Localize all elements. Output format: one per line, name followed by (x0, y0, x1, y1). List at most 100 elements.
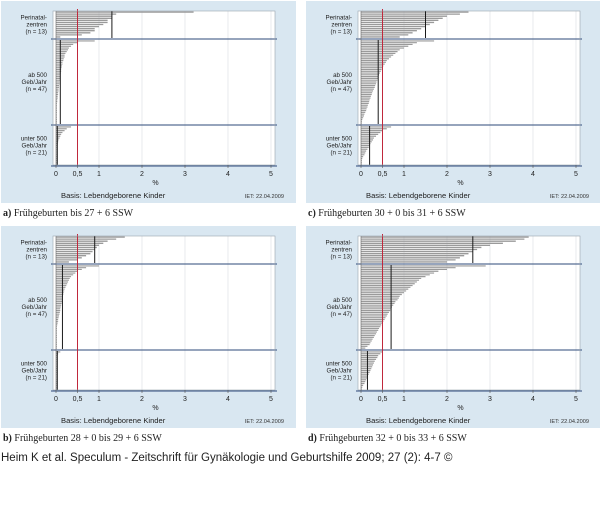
x-tick-label: 4 (226, 171, 230, 178)
chart-panel-c: Perinatal-zentren (n = 13) ab 500 Geb/Jahr(… (306, 1, 600, 203)
group-label: ab 500 (28, 297, 47, 304)
x-tick-label: 0,5 (73, 396, 83, 403)
group-label: zentren (26, 247, 47, 254)
chart-panel-b: Perinatal-zentren (n = 13) ab 500 Geb/Jahr(… (1, 226, 296, 428)
group-label: Geb/Jahr (22, 368, 47, 375)
basis-label: Basis: Lebendgeborene Kinder (61, 191, 166, 200)
group-label: Perinatal- (21, 15, 47, 22)
caption-letter-a: a) (3, 208, 12, 219)
x-tick-label: 4 (531, 396, 535, 403)
x-tick-label: 0 (359, 396, 363, 403)
group-label: Geb/Jahr (22, 143, 47, 150)
plot-border (357, 235, 581, 391)
group-label: (n = 13) (26, 254, 48, 261)
group-label: (n = 21) (26, 150, 48, 157)
group-label: Geb/Jahr (327, 143, 352, 150)
plot-border (357, 10, 581, 166)
group-label: (n = 13) (26, 29, 48, 36)
x-tick-label: 5 (269, 171, 273, 178)
group-label: Perinatal- (21, 240, 47, 247)
x-tick-label: 0 (54, 396, 58, 403)
group-label: ab 500 (28, 72, 47, 79)
chart-b: Perinatal-zentren(n = 13)ab 500Geb/Jahr(… (21, 234, 284, 425)
x-tick-label: 1 (97, 396, 101, 403)
chart-d: Perinatal-zentren(n = 13)ab 500Geb/Jahr(… (326, 234, 589, 425)
x-tick-label: 2 (445, 396, 449, 403)
date-label: IET: 22.04.2009 (245, 194, 284, 200)
x-tick-label: 5 (574, 396, 578, 403)
group-label: unter 500 (21, 361, 48, 368)
x-tick-label: 2 (140, 171, 144, 178)
x-tick-label: 3 (183, 171, 187, 178)
group-label: (n = 21) (331, 375, 353, 382)
x-tick-label: 0,5 (73, 171, 83, 178)
group-label: Geb/Jahr (327, 304, 352, 311)
group-label: Perinatal- (326, 15, 352, 22)
caption-letter-b: b) (3, 433, 12, 444)
plot-area (358, 11, 580, 165)
group-label: (n = 47) (26, 86, 48, 93)
group-label: Perinatal- (326, 240, 352, 247)
basis-label: Basis: Lebendgeborene Kinder (61, 416, 166, 425)
group-label: unter 500 (326, 361, 353, 368)
group-label: zentren (331, 247, 352, 254)
caption-letter-c: c) (308, 208, 316, 219)
group-label: Geb/Jahr (327, 79, 352, 86)
group-label: (n = 13) (331, 254, 353, 261)
x-tick-label: 5 (574, 171, 578, 178)
x-axis-label: % (457, 405, 463, 412)
caption-text-a: Frühgeburten bis 27 + 6 SSW (13, 208, 134, 219)
chart-c: Perinatal-zentren(n = 13)ab 500Geb/Jahr(… (326, 9, 589, 200)
x-tick-label: 0,5 (378, 396, 388, 403)
x-axis-label: % (152, 405, 158, 412)
group-label: unter 500 (21, 136, 48, 143)
date-label: IET: 22.04.2009 (245, 419, 284, 425)
group-label: ab 500 (333, 72, 352, 79)
group-label: (n = 47) (26, 311, 48, 318)
chart-panel-a: Perinatal-zentren (n = 13) ab 500 Geb/Jahr(… (1, 1, 296, 203)
date-label: IET: 22.04.2009 (550, 194, 589, 200)
group-label: unter 500 (326, 136, 353, 143)
x-tick-label: 1 (402, 396, 406, 403)
group-label: Geb/Jahr (327, 368, 352, 375)
basis-label: Basis: Lebendgeborene Kinder (366, 416, 471, 425)
x-tick-label: 1 (97, 171, 101, 178)
x-tick-label: 4 (226, 396, 230, 403)
group-label: (n = 47) (331, 311, 353, 318)
group-label: (n = 47) (331, 86, 353, 93)
chart-a: Perinatal-zentren(n = 13)ab 500Geb/Jahr(… (21, 9, 284, 200)
plot-area (53, 11, 275, 165)
chart-panel-d: Perinatal-zentren (n = 13) ab 500 Geb/Jahr(… (306, 226, 600, 428)
x-tick-label: 4 (531, 171, 535, 178)
group-label: (n = 21) (26, 375, 48, 382)
group-label: (n = 21) (331, 150, 353, 157)
caption-b: b) Frühgeburten 28 + 0 bis 29 + 6 SSW (3, 433, 162, 444)
caption-text-b: Frühgeburten 28 + 0 bis 29 + 6 SSW (14, 433, 162, 444)
x-tick-label: 3 (183, 396, 187, 403)
group-label: zentren (26, 22, 47, 29)
group-label: ab 500 (333, 297, 352, 304)
x-axis-label: % (457, 180, 463, 187)
caption-a: a) Frühgeburten bis 27 + 6 SSW (3, 208, 133, 219)
x-tick-label: 5 (269, 396, 273, 403)
plot-border (52, 10, 276, 166)
date-label: IET: 22.04.2009 (550, 419, 589, 425)
x-tick-label: 3 (488, 396, 492, 403)
x-tick-label: 3 (488, 171, 492, 178)
x-tick-label: 2 (140, 396, 144, 403)
x-tick-label: 0 (54, 171, 58, 178)
caption-d: d) Frühgeburten 32 + 0 bis 33 + 6 SSW (308, 433, 467, 444)
x-tick-label: 1 (402, 171, 406, 178)
x-axis-label: % (152, 180, 158, 187)
caption-text-d: Frühgeburten 32 + 0 bis 33 + 6 SSW (319, 433, 467, 444)
plot-area (53, 236, 275, 390)
group-label: zentren (331, 22, 352, 29)
plot-border (52, 235, 276, 391)
x-tick-label: 2 (445, 171, 449, 178)
caption-letter-d: d) (308, 433, 317, 444)
caption-c: c) Frühgeburten 30 + 0 bis 31 + 6 SSW (308, 208, 466, 219)
basis-label: Basis: Lebendgeborene Kinder (366, 191, 471, 200)
x-tick-label: 0,5 (378, 171, 388, 178)
group-label: Geb/Jahr (22, 304, 47, 311)
x-tick-label: 0 (359, 171, 363, 178)
